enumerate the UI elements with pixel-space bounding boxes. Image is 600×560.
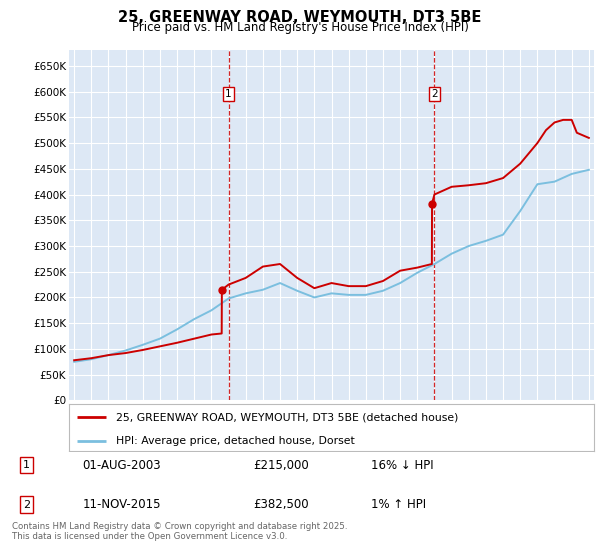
Text: Price paid vs. HM Land Registry's House Price Index (HPI): Price paid vs. HM Land Registry's House … <box>131 21 469 34</box>
Text: 01-AUG-2003: 01-AUG-2003 <box>82 459 161 472</box>
Text: Contains HM Land Registry data © Crown copyright and database right 2025.
This d: Contains HM Land Registry data © Crown c… <box>12 522 347 542</box>
Text: £215,000: £215,000 <box>253 459 309 472</box>
Text: 16% ↓ HPI: 16% ↓ HPI <box>371 459 433 472</box>
Text: 1: 1 <box>23 460 30 470</box>
Text: 2: 2 <box>23 500 30 510</box>
Text: £382,500: £382,500 <box>253 498 308 511</box>
Text: 1: 1 <box>225 89 232 99</box>
Text: HPI: Average price, detached house, Dorset: HPI: Average price, detached house, Dors… <box>116 436 355 446</box>
Text: 25, GREENWAY ROAD, WEYMOUTH, DT3 5BE: 25, GREENWAY ROAD, WEYMOUTH, DT3 5BE <box>118 10 482 25</box>
Text: 25, GREENWAY ROAD, WEYMOUTH, DT3 5BE (detached house): 25, GREENWAY ROAD, WEYMOUTH, DT3 5BE (de… <box>116 412 458 422</box>
Text: 2: 2 <box>431 89 438 99</box>
Text: 11-NOV-2015: 11-NOV-2015 <box>82 498 161 511</box>
Text: 1% ↑ HPI: 1% ↑ HPI <box>371 498 425 511</box>
